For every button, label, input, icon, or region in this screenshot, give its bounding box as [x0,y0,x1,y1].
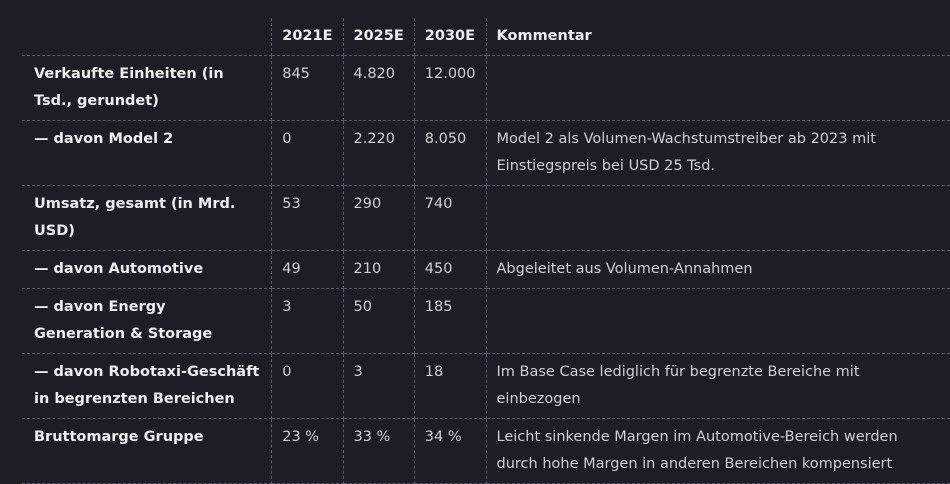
header-cell-2030: 2030E [414,18,487,56]
cell-2030: 18 [414,353,487,419]
cell-2021: 53 [271,185,344,251]
forecast-table: 2021E 2025E 2030E Kommentar Verkaufte Ei… [22,18,950,484]
row-label: Verkaufte Einheiten (in Tsd., gerundet) [22,55,273,121]
header-cell-2021: 2021E [271,18,344,56]
table-row: — davon Model 2 0 2.220 8.050 Model 2 al… [22,120,950,186]
cell-2021: 23 % [271,418,344,484]
cell-2025: 210 [343,250,415,289]
row-label: — davon Automotive [22,250,273,289]
cell-2030: 8.050 [414,120,487,186]
cell-2025: 4.820 [343,55,415,121]
row-label: Bruttomarge Gruppe [22,418,273,484]
cell-2030: 450 [414,250,487,289]
header-cell-2025: 2025E [343,18,415,56]
cell-comment: Abgeleitet aus Volumen-Annahmen [486,250,950,289]
table-row: — davon Robotaxi-Geschäft in begrenzten … [22,353,950,419]
cell-2030: 12.000 [414,55,487,121]
cell-comment [486,288,950,354]
cell-2025: 3 [343,353,415,419]
cell-2025: 33 % [343,418,415,484]
cell-comment: Im Base Case lediglich für begrenzte Ber… [486,353,950,419]
cell-comment [486,185,950,251]
cell-2021: 845 [271,55,344,121]
cell-2021: 0 [271,353,344,419]
table-row: Umsatz, gesamt (in Mrd. USD) 53 290 740 [22,185,950,251]
header-cell-comment: Kommentar [486,18,950,56]
header-row: 2021E 2025E 2030E Kommentar [22,18,950,56]
row-label: — davon Model 2 [22,120,273,186]
table-row: Verkaufte Einheiten (in Tsd., gerundet) … [22,55,950,121]
cell-2021: 3 [271,288,344,354]
cell-comment: Leicht sinkende Margen im Automotive-Ber… [486,418,950,484]
table-row: Bruttomarge Gruppe 23 % 33 % 34 % Leicht… [22,418,950,484]
row-label: — davon Robotaxi-Geschäft in begrenzten … [22,353,273,419]
row-label: Umsatz, gesamt (in Mrd. USD) [22,185,273,251]
cell-2030: 740 [414,185,487,251]
cell-2030: 185 [414,288,487,354]
cell-2025: 50 [343,288,415,354]
table-header: 2021E 2025E 2030E Kommentar [22,18,950,56]
cell-2021: 0 [271,120,344,186]
cell-2030: 34 % [414,418,487,484]
header-cell-label [22,18,273,56]
cell-comment [486,55,950,121]
table-body: Verkaufte Einheiten (in Tsd., gerundet) … [22,55,950,484]
row-label: — davon Energy Generation & Storage [22,288,273,354]
forecast-table-container: 2021E 2025E 2030E Kommentar Verkaufte Ei… [22,18,950,484]
cell-2025: 290 [343,185,415,251]
cell-2021: 49 [271,250,344,289]
table-row: — davon Energy Generation & Storage 3 50… [22,288,950,354]
table-row: — davon Automotive 49 210 450 Abgeleitet… [22,250,950,289]
cell-2025: 2.220 [343,120,415,186]
cell-comment: Model 2 als Volumen-Wachstumstreiber ab … [486,120,950,186]
